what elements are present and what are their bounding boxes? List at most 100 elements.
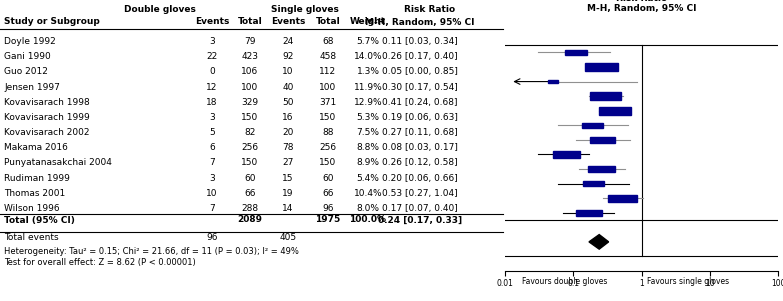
Text: Events: Events xyxy=(271,17,305,26)
Text: 150: 150 xyxy=(241,113,258,122)
Text: 7: 7 xyxy=(209,204,215,213)
Text: 10: 10 xyxy=(282,67,294,76)
Text: 150: 150 xyxy=(241,158,258,167)
Text: 1.3%: 1.3% xyxy=(356,67,380,76)
Bar xyxy=(547,80,557,83)
Text: 7.5%: 7.5% xyxy=(356,128,380,137)
Text: 20: 20 xyxy=(283,128,294,137)
Text: 0.53 [0.27, 1.04]: 0.53 [0.27, 1.04] xyxy=(382,189,458,198)
Text: 288: 288 xyxy=(241,204,258,213)
Text: 0: 0 xyxy=(209,67,215,76)
Text: 5: 5 xyxy=(209,128,215,137)
Bar xyxy=(585,63,619,71)
Text: 96: 96 xyxy=(206,234,218,243)
Text: 8.8%: 8.8% xyxy=(356,143,380,152)
Text: 5.4%: 5.4% xyxy=(356,174,380,183)
Text: 79: 79 xyxy=(244,37,256,46)
Text: 88: 88 xyxy=(323,128,334,137)
Text: 14: 14 xyxy=(283,204,294,213)
Text: 0.17 [0.07, 0.40]: 0.17 [0.07, 0.40] xyxy=(382,204,458,213)
Text: 0.20 [0.06, 0.66]: 0.20 [0.06, 0.66] xyxy=(382,174,458,183)
Bar xyxy=(599,107,631,115)
Text: Doyle 1992: Doyle 1992 xyxy=(4,37,56,46)
Text: 405: 405 xyxy=(280,234,297,243)
Text: Kovavisarach 1999: Kovavisarach 1999 xyxy=(4,113,90,122)
Bar xyxy=(590,137,615,143)
Text: 0.24 [0.17, 0.33]: 0.24 [0.17, 0.33] xyxy=(378,216,462,225)
Bar xyxy=(590,92,622,100)
Text: Guo 2012: Guo 2012 xyxy=(4,67,48,76)
Text: 458: 458 xyxy=(319,52,337,61)
Text: 8.9%: 8.9% xyxy=(356,158,380,167)
Text: 0.26 [0.12, 0.58]: 0.26 [0.12, 0.58] xyxy=(382,158,458,167)
Text: 16: 16 xyxy=(282,113,294,122)
Text: Study or Subgroup: Study or Subgroup xyxy=(4,17,99,26)
Text: 60: 60 xyxy=(244,174,256,183)
Text: 0.11 [0.03, 0.34]: 0.11 [0.03, 0.34] xyxy=(382,37,458,46)
Text: Favours double gloves: Favours double gloves xyxy=(522,277,608,286)
Text: Total: Total xyxy=(237,17,262,26)
Text: 3: 3 xyxy=(209,113,215,122)
Text: Makama 2016: Makama 2016 xyxy=(4,143,68,152)
Text: Test for overall effect: Z = 8.62 (P < 0.00001): Test for overall effect: Z = 8.62 (P < 0… xyxy=(4,259,196,268)
Text: Total (95% CI): Total (95% CI) xyxy=(4,216,75,225)
Polygon shape xyxy=(589,234,608,249)
Text: 10: 10 xyxy=(206,189,218,198)
Text: 0.05 [0.00, 0.85]: 0.05 [0.00, 0.85] xyxy=(382,67,458,76)
Text: Total events: Total events xyxy=(4,234,59,243)
Bar xyxy=(608,195,637,202)
Text: 40: 40 xyxy=(283,82,294,92)
Bar xyxy=(554,151,580,158)
Text: 92: 92 xyxy=(283,52,294,61)
Text: 3: 3 xyxy=(209,174,215,183)
Text: Single gloves: Single gloves xyxy=(271,5,339,14)
Text: 27: 27 xyxy=(283,158,294,167)
Text: 1975: 1975 xyxy=(316,216,341,225)
Text: 66: 66 xyxy=(323,189,334,198)
Text: 3: 3 xyxy=(209,37,215,46)
Text: 329: 329 xyxy=(241,98,258,107)
Bar xyxy=(576,210,602,216)
Text: Wilson 1996: Wilson 1996 xyxy=(4,204,60,213)
Text: 423: 423 xyxy=(241,52,258,61)
Text: 12.9%: 12.9% xyxy=(354,98,382,107)
Text: 7: 7 xyxy=(209,158,215,167)
Text: 0.08 [0.03, 0.17]: 0.08 [0.03, 0.17] xyxy=(382,143,458,152)
Bar xyxy=(583,181,604,186)
Text: 96: 96 xyxy=(323,204,334,213)
Text: 8.0%: 8.0% xyxy=(356,204,380,213)
Bar xyxy=(582,123,603,128)
Text: Risk Ratio: Risk Ratio xyxy=(405,5,456,14)
Text: M-H, Random, 95% CI: M-H, Random, 95% CI xyxy=(365,17,474,26)
Text: Thomas 2001: Thomas 2001 xyxy=(4,189,65,198)
Bar xyxy=(588,166,615,172)
Text: 100: 100 xyxy=(319,82,337,92)
Text: 150: 150 xyxy=(319,158,337,167)
Text: 256: 256 xyxy=(241,143,258,152)
Text: 0.26 [0.17, 0.40]: 0.26 [0.17, 0.40] xyxy=(382,52,458,61)
Text: 112: 112 xyxy=(319,67,337,76)
Text: 18: 18 xyxy=(206,98,218,107)
Text: Double gloves: Double gloves xyxy=(124,5,196,14)
Text: 68: 68 xyxy=(323,37,334,46)
Text: Total: Total xyxy=(316,17,341,26)
Text: 11.9%: 11.9% xyxy=(354,82,382,92)
Text: 15: 15 xyxy=(282,174,294,183)
Text: Kovavisarach 1998: Kovavisarach 1998 xyxy=(4,98,90,107)
Text: 0.27 [0.11, 0.68]: 0.27 [0.11, 0.68] xyxy=(382,128,458,137)
Text: 14.0%: 14.0% xyxy=(354,52,382,61)
Text: 6: 6 xyxy=(209,143,215,152)
Text: 50: 50 xyxy=(282,98,294,107)
Text: Weight: Weight xyxy=(350,17,386,26)
Text: 371: 371 xyxy=(319,98,337,107)
Text: 100: 100 xyxy=(241,82,258,92)
Text: 22: 22 xyxy=(207,52,218,61)
Text: 100.0%: 100.0% xyxy=(349,216,387,225)
Text: 82: 82 xyxy=(244,128,256,137)
Text: Gani 1990: Gani 1990 xyxy=(4,52,51,61)
Text: 12: 12 xyxy=(206,82,218,92)
Text: Heterogeneity: Tau² = 0.15; Chi² = 21.66, df = 11 (P = 0.03); I² = 49%: Heterogeneity: Tau² = 0.15; Chi² = 21.66… xyxy=(4,247,299,256)
Text: Events: Events xyxy=(195,17,229,26)
Text: 150: 150 xyxy=(319,113,337,122)
Text: Risk Ratio
M-H, Random, 95% CI: Risk Ratio M-H, Random, 95% CI xyxy=(586,0,696,14)
